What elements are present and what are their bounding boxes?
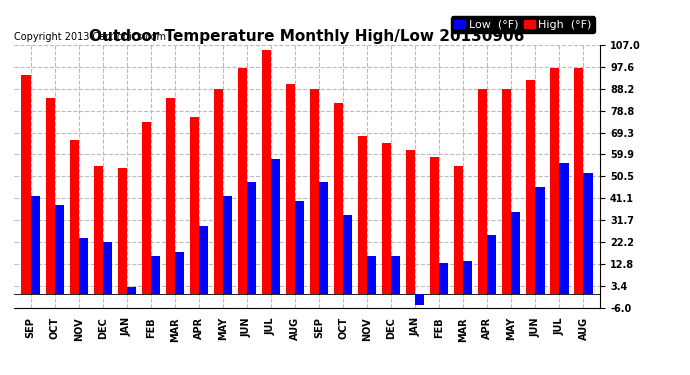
Bar	[166, 98, 175, 294]
Bar	[127, 286, 136, 294]
Bar	[223, 196, 232, 294]
Bar	[46, 98, 55, 294]
Bar	[334, 103, 343, 294]
Bar	[391, 256, 400, 294]
Bar	[511, 212, 520, 294]
Bar	[502, 89, 511, 294]
Bar	[262, 50, 271, 294]
Bar	[21, 75, 30, 294]
Bar	[382, 142, 391, 294]
Bar	[415, 294, 424, 305]
Title: Outdoor Temperature Monthly High/Low 20130906: Outdoor Temperature Monthly High/Low 201…	[90, 29, 524, 44]
Bar	[574, 68, 584, 294]
Bar	[175, 252, 184, 294]
Bar	[560, 164, 569, 294]
Bar	[319, 182, 328, 294]
Bar	[199, 226, 208, 294]
Bar	[286, 84, 295, 294]
Bar	[535, 187, 544, 294]
Bar	[343, 214, 352, 294]
Bar	[141, 122, 151, 294]
Bar	[295, 201, 304, 294]
Bar	[430, 156, 440, 294]
Bar	[94, 166, 103, 294]
Bar	[79, 238, 88, 294]
Bar	[454, 166, 463, 294]
Bar	[238, 68, 247, 294]
Bar	[103, 243, 112, 294]
Bar	[55, 205, 63, 294]
Bar	[190, 117, 199, 294]
Legend: Low  (°F), High  (°F): Low (°F), High (°F)	[451, 16, 595, 33]
Bar	[247, 182, 256, 294]
Bar	[463, 261, 473, 294]
Bar	[551, 68, 560, 294]
Bar	[310, 89, 319, 294]
Bar	[214, 89, 223, 294]
Bar	[526, 80, 535, 294]
Text: Copyright 2013 Cartronics.com: Copyright 2013 Cartronics.com	[14, 32, 166, 42]
Bar	[584, 173, 593, 294]
Bar	[30, 196, 40, 294]
Bar	[440, 263, 449, 294]
Bar	[117, 168, 127, 294]
Bar	[487, 236, 497, 294]
Bar	[367, 256, 376, 294]
Bar	[406, 150, 415, 294]
Bar	[70, 140, 79, 294]
Bar	[478, 89, 487, 294]
Bar	[271, 159, 280, 294]
Bar	[151, 256, 160, 294]
Bar	[358, 136, 367, 294]
